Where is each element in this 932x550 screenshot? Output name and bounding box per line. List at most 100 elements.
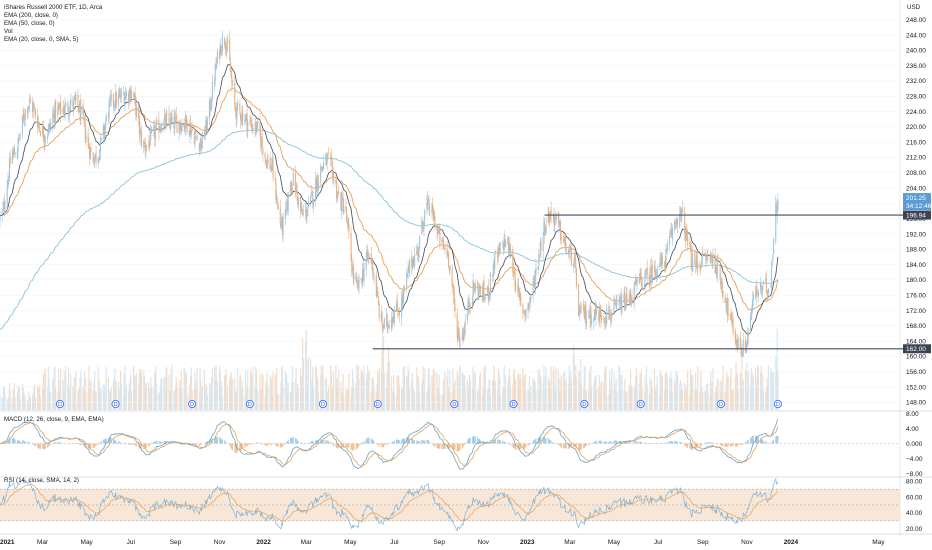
candle-body [229, 37, 231, 61]
candle-body [498, 248, 500, 254]
candle-body [168, 112, 170, 123]
macd-histogram-bar [347, 443, 349, 448]
volume-bar [143, 369, 145, 410]
candle-body [773, 238, 775, 254]
candle-body [717, 261, 719, 263]
macd-histogram-bar [328, 441, 330, 444]
candle-body [115, 92, 117, 106]
macd-histogram-bar [358, 443, 360, 447]
macd-histogram-bar [497, 439, 499, 444]
volume-bar [534, 382, 536, 410]
macd-histogram-bar [674, 440, 676, 444]
candle-body [174, 115, 177, 117]
volume-bar [254, 386, 256, 410]
candle-body [265, 159, 268, 168]
macd-histogram-bar [289, 438, 291, 444]
volume-bar [684, 395, 687, 410]
candle-body [255, 121, 257, 131]
volume-bar [629, 370, 632, 410]
volume-bar [598, 386, 600, 410]
macd-histogram-bar [231, 443, 233, 450]
indicator-volume[interactable]: Vol [4, 28, 13, 35]
macd-histogram-bar [390, 442, 392, 444]
rsi-label[interactable]: RSI (14, close, SMA, 14, 2) [4, 477, 79, 484]
price-tick-label: 176.00 [906, 292, 926, 299]
symbol-title[interactable]: iShares Russell 2000 ETF, 1D, Arca [4, 4, 103, 11]
dividend-marker [580, 399, 589, 408]
candle-body [567, 249, 570, 255]
candle-body [497, 248, 499, 258]
candle-body [646, 267, 648, 277]
volume-bar [588, 370, 591, 410]
candle-body [346, 220, 348, 224]
candle-body [27, 107, 29, 111]
volume-bar [746, 392, 749, 410]
macd-histogram-bar [429, 442, 431, 444]
candle-body [599, 308, 601, 310]
volume-bar [443, 383, 445, 410]
volume-bar [585, 390, 588, 410]
currency-label[interactable]: USD [907, 4, 921, 11]
indicator-ema50[interactable]: EMA (50, close, 0) [4, 20, 55, 27]
rsi-line [0, 477, 779, 532]
candle-body [520, 296, 522, 303]
candle-body [588, 318, 590, 319]
horizontal-levels[interactable] [372, 214, 928, 350]
volume-bar [213, 367, 216, 410]
candle-body [578, 283, 580, 317]
volume-bar [307, 383, 309, 410]
macd-histogram-bar [44, 443, 46, 449]
volume-bar [757, 365, 759, 410]
candle-body [94, 157, 96, 163]
macd-histogram-bar [136, 443, 138, 447]
indicator-ema20[interactable]: EMA (20, close, 0, SMA, 5) [4, 36, 79, 43]
volume-bar [185, 370, 187, 410]
candle-body [711, 256, 713, 265]
volume-bar [398, 384, 401, 410]
candle-body [271, 160, 273, 168]
volume-bar [231, 381, 233, 410]
macd-histogram-bar [553, 442, 555, 444]
macd-histogram-bar [568, 443, 570, 449]
candle-body [120, 96, 122, 99]
macd-histogram-bar [599, 440, 601, 444]
volume-bar [548, 380, 550, 410]
volume-bar [393, 374, 395, 410]
volume-bar [260, 391, 263, 410]
volume-bar [348, 373, 350, 410]
volume-bar [231, 378, 234, 410]
candle-body [452, 284, 454, 286]
macd-histogram-bar [752, 435, 754, 444]
macd-histogram-bar [33, 443, 35, 445]
candle-body [654, 267, 656, 273]
candle-body [29, 100, 31, 104]
volume-bar [94, 370, 96, 410]
volume-bar [100, 389, 102, 410]
macd-histogram-bar [294, 437, 296, 444]
macd-histogram-bar [17, 440, 19, 444]
volume-bar [388, 362, 390, 410]
indicator-ema200[interactable]: EMA (200, close, 0) [4, 12, 58, 19]
volume-bar [237, 367, 239, 410]
macd-label[interactable]: MACD (12, 26, close, 9, EMA, EMA) [4, 416, 104, 423]
volume-bar [276, 367, 278, 410]
macd-histogram-bar [401, 439, 403, 444]
volume-bar [417, 375, 419, 410]
macd-histogram-bar [39, 443, 41, 450]
volume-bar [741, 346, 743, 410]
volume-bar [261, 373, 263, 410]
macd-histogram-bar [383, 443, 385, 448]
macd-histogram-bar [636, 441, 638, 444]
volume-bar [34, 384, 36, 410]
volume-bar [716, 378, 718, 410]
volume-bar [68, 368, 70, 410]
volume-bar [749, 384, 752, 410]
candle-body [740, 346, 742, 355]
candle-body [148, 142, 150, 144]
candle-body [256, 120, 258, 133]
macd-histogram-bar [578, 443, 580, 451]
candle-body [580, 305, 583, 307]
macd-histogram-bar [267, 443, 269, 446]
macd-histogram-bar [765, 442, 767, 444]
